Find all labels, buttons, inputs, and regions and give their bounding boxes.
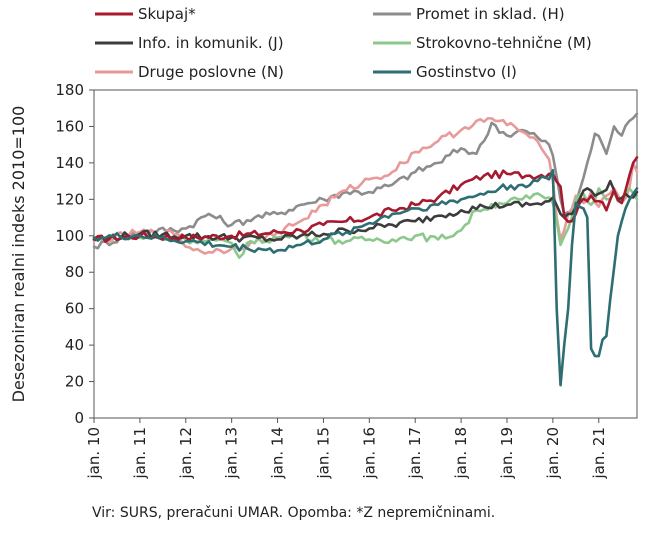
- y-tick-label: 180: [55, 81, 84, 99]
- legend-label-4: Druge poslovne (N): [138, 63, 284, 81]
- x-tick-label: jan. 13: [223, 427, 241, 480]
- x-tick-label: jan. 17: [406, 427, 424, 480]
- x-tick-label: jan. 12: [177, 427, 195, 480]
- series-line-3: [92, 187, 639, 259]
- y-tick-label: 20: [65, 373, 84, 391]
- x-tick-label: jan. 18: [452, 427, 470, 480]
- x-tick-label: jan. 15: [314, 427, 332, 480]
- x-tick-label: jan. 16: [360, 427, 378, 480]
- series-line-4: [92, 116, 639, 255]
- x-tick-label: jan. 14: [269, 427, 287, 480]
- plot-frame: [93, 89, 638, 419]
- x-tick-label: jan. 10: [85, 427, 103, 480]
- y-tick-label: 160: [55, 117, 84, 135]
- y-tick-label: 140: [55, 154, 84, 172]
- source-note: Vir: SURS, preračuni UMAR. Opomba: *Z ne…: [92, 505, 496, 521]
- x-tick-label: jan. 19: [498, 427, 516, 480]
- legend-label-0: Skupaj*: [138, 5, 196, 23]
- legend: Skupaj* Promet in sklad. (H) Info. in komu…: [95, 5, 592, 81]
- y-tick-label: 100: [55, 227, 84, 245]
- legend-label-2: Info. in komunik. (J): [138, 34, 284, 52]
- axes: 0 20 40 60 80 100 120 140 160 180 jan. 10 jan. 11 ja…: [55, 81, 638, 480]
- legend-label-1: Promet in sklad. (H): [416, 5, 565, 23]
- y-tick-label: 40: [65, 336, 84, 354]
- y-axis-title: Desezoniran realni indeks 2010=100: [9, 106, 28, 403]
- series-lines: [92, 112, 639, 387]
- series-line-1: [92, 112, 639, 250]
- legend-label-3: Strokovno-tehnične (M): [416, 34, 592, 52]
- x-tick-label: jan. 21: [590, 427, 608, 480]
- series-line-0: [92, 156, 639, 243]
- x-tick-label: jan. 20: [544, 427, 562, 480]
- y-tick-label: 60: [65, 300, 84, 318]
- legend-label-5: Gostinstvo (I): [416, 63, 517, 81]
- series-line-5: [92, 168, 639, 387]
- x-tick-label: jan. 11: [131, 427, 149, 480]
- y-tick-label: 0: [74, 409, 84, 427]
- y-tick-label: 120: [55, 190, 84, 208]
- y-tick-label: 80: [65, 263, 84, 281]
